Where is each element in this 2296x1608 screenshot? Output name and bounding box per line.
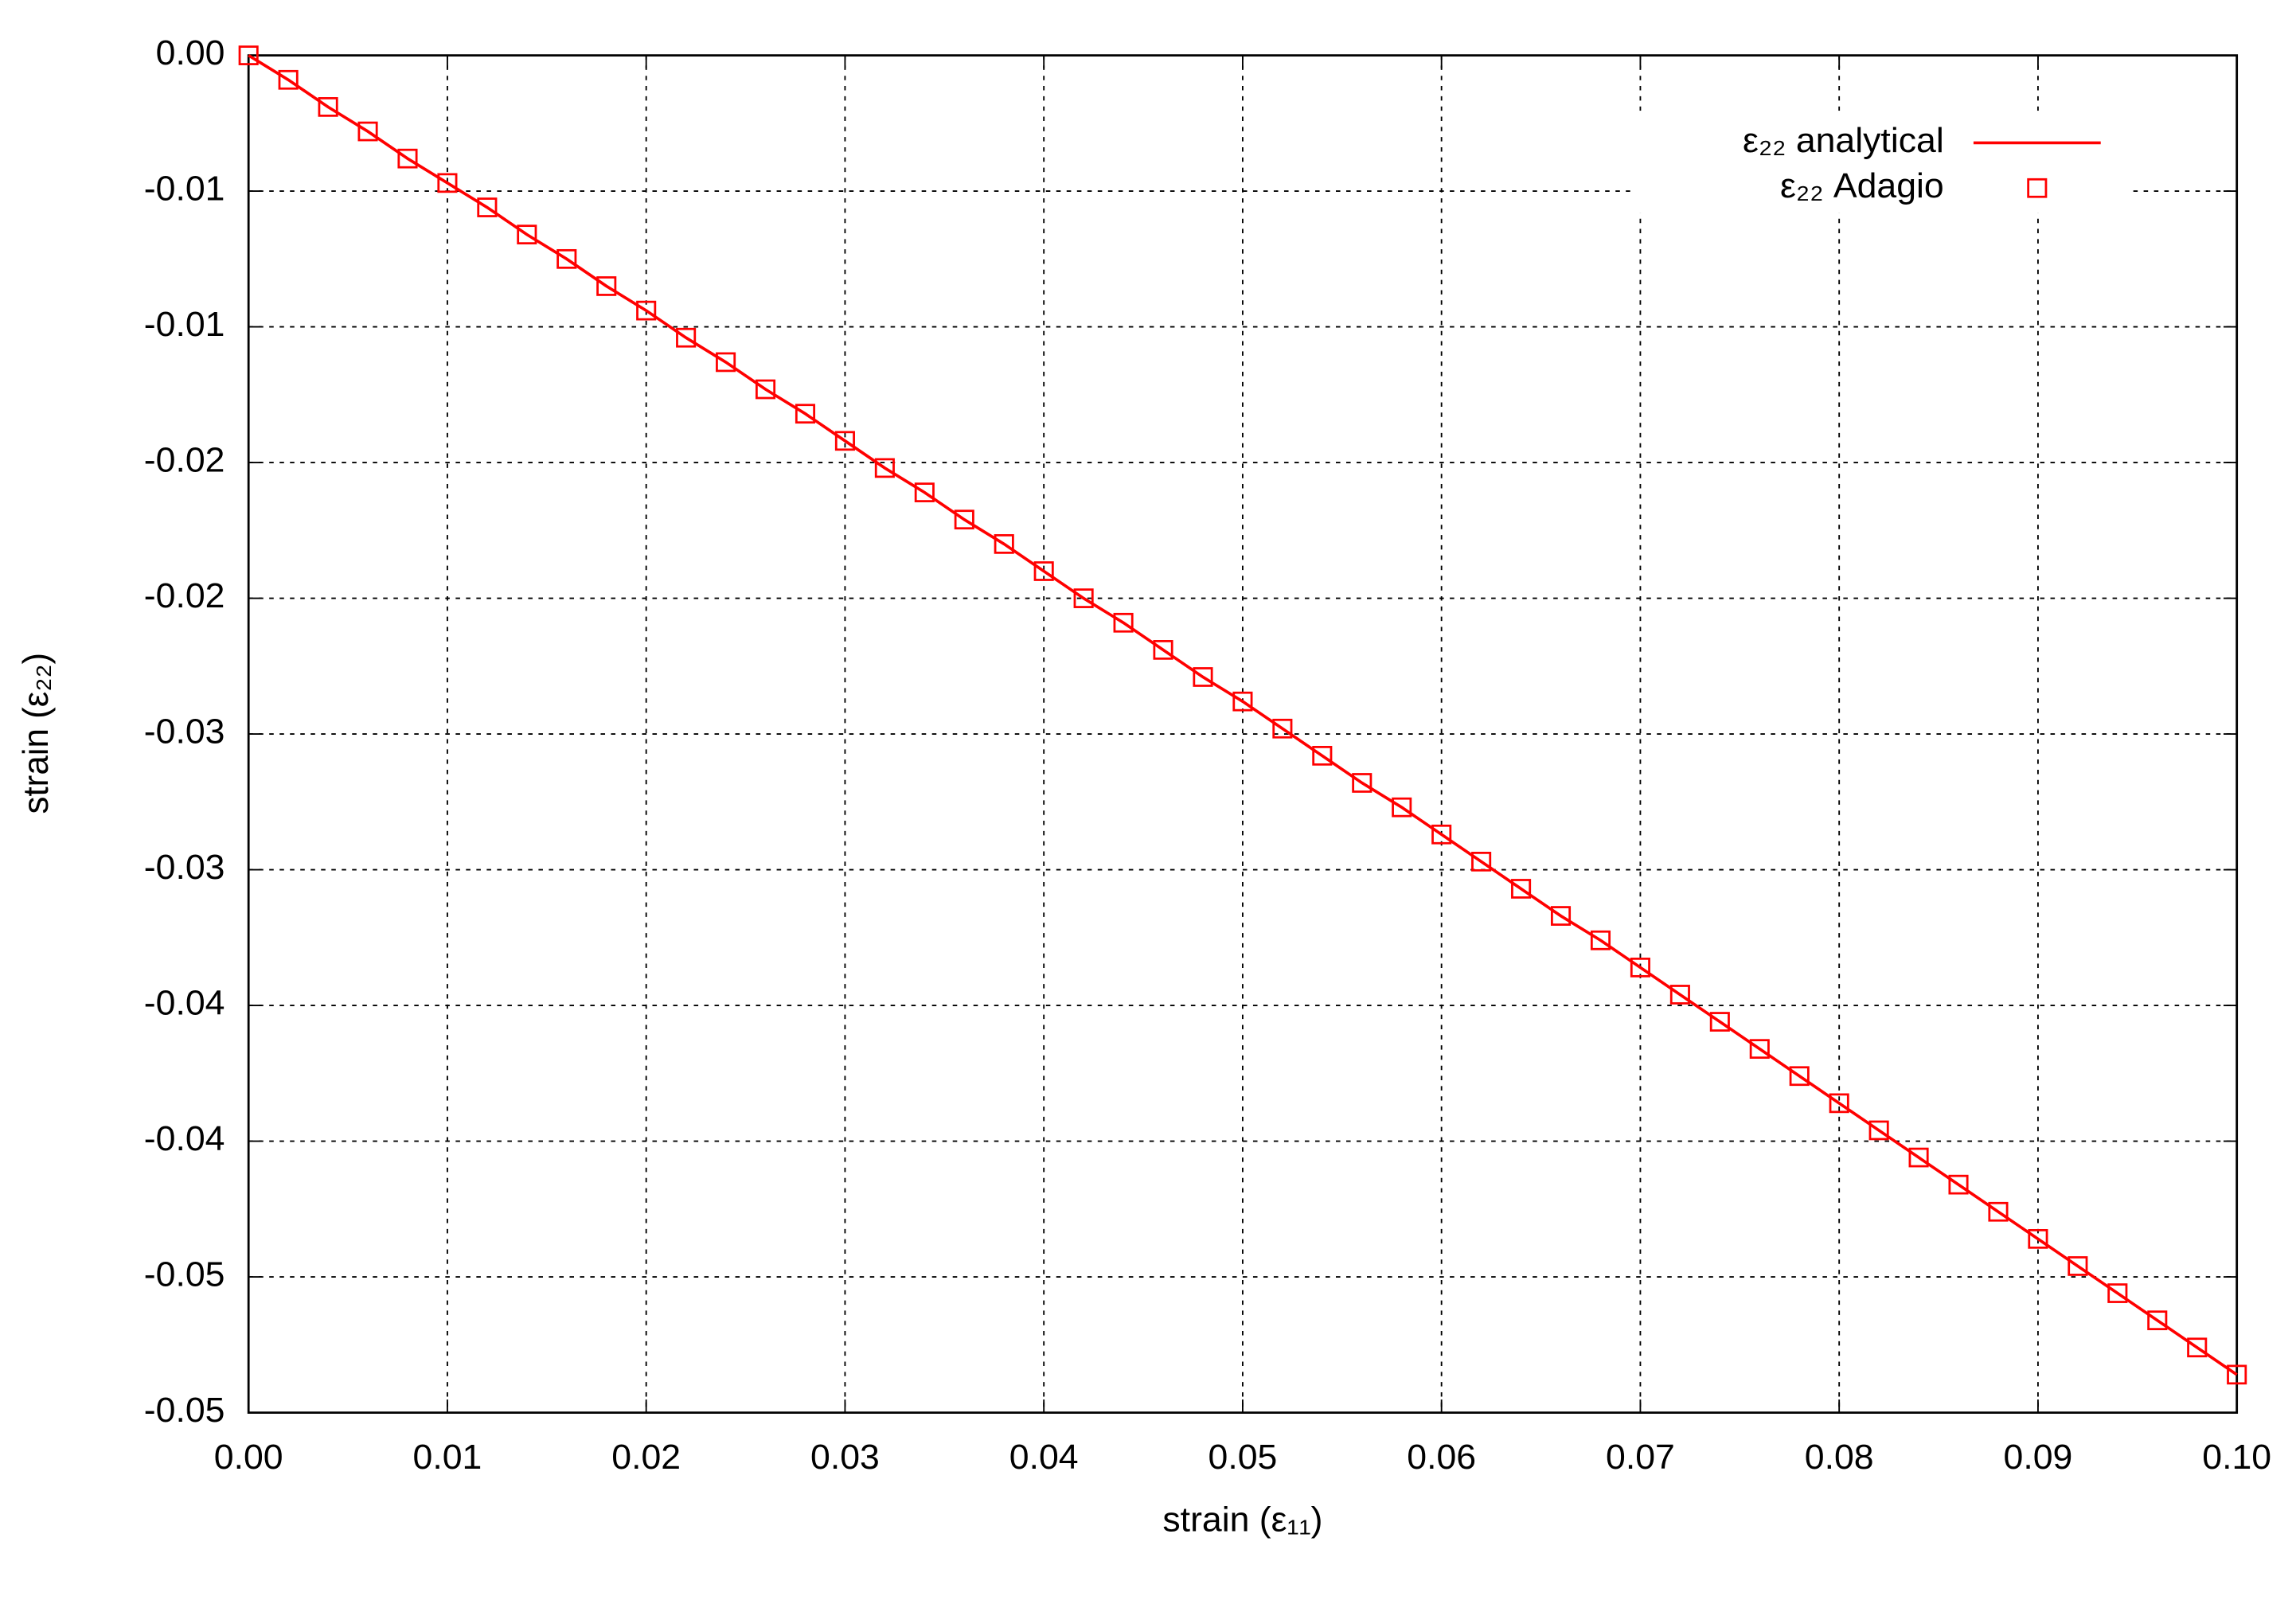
x-tick-label: 0.03 — [810, 1438, 880, 1477]
data-point — [755, 379, 776, 400]
data-point — [1431, 824, 1452, 845]
x-tick-label: 0.07 — [1606, 1438, 1675, 1477]
data-point — [1113, 612, 1134, 633]
data-point — [834, 431, 855, 451]
data-point — [1988, 1201, 2009, 1222]
data-point — [1789, 1066, 1810, 1087]
data-point — [2147, 1310, 2168, 1331]
data-point — [1829, 1093, 1849, 1114]
data-point — [1153, 640, 1173, 660]
data-point — [1868, 1120, 1889, 1141]
data-point — [914, 482, 935, 502]
data-point — [2107, 1283, 2128, 1303]
y-tick-label: -0.04 — [144, 1119, 225, 1158]
data-point — [2028, 1228, 2048, 1249]
data-point — [2068, 1256, 2088, 1276]
legend-swatch — [2027, 178, 2048, 198]
y-tick-label: -0.01 — [144, 305, 225, 344]
data-point — [357, 121, 378, 142]
y-tick-label: -0.03 — [144, 848, 225, 887]
data-point — [716, 352, 736, 373]
x-tick-label: 0.10 — [2202, 1438, 2271, 1477]
data-point — [1948, 1174, 1969, 1195]
y-tick-label: -0.01 — [144, 170, 225, 209]
legend: ε₂₂ analytical ε₂₂ Adagio — [1630, 111, 2134, 213]
data-point — [676, 327, 697, 348]
x-tick-label: 0.08 — [1805, 1438, 1874, 1477]
legend-label: ε₂₂ Adagio — [1780, 166, 1944, 205]
data-point — [1590, 930, 1611, 950]
x-tick-label: 0.00 — [214, 1438, 283, 1477]
data-point — [1511, 879, 1532, 899]
data-point — [318, 97, 338, 117]
data-point — [1312, 746, 1333, 766]
x-tick-label: 0.02 — [611, 1438, 681, 1477]
data-point — [1630, 957, 1650, 978]
data-point — [1749, 1039, 1770, 1060]
y-tick-label: -0.03 — [144, 712, 225, 751]
y-tick-label: 0.00 — [156, 33, 225, 72]
data-point — [556, 248, 577, 269]
data-point — [1669, 985, 1690, 1005]
plot-frame — [247, 54, 2239, 1414]
y-axis-label: strain (ε₂₂) — [17, 653, 56, 814]
data-point — [2227, 1364, 2247, 1385]
data-point — [437, 173, 458, 193]
data-point — [1471, 852, 1492, 872]
data-point — [517, 224, 537, 245]
data-point — [1352, 773, 1373, 793]
data-point — [596, 276, 617, 296]
y-tick-label: -0.04 — [144, 984, 225, 1023]
y-tick-label: -0.05 — [144, 1255, 225, 1294]
x-tick-label: 0.01 — [413, 1438, 482, 1477]
data-point — [874, 458, 895, 478]
data-point — [2187, 1337, 2208, 1358]
data-point — [1272, 718, 1293, 739]
data-point — [1392, 797, 1412, 818]
data-point — [1033, 561, 1054, 581]
data-point — [1073, 588, 1094, 608]
data-point — [994, 534, 1014, 554]
data-point — [1232, 691, 1253, 712]
series-line — [248, 54, 2238, 1376]
data-point — [954, 509, 974, 530]
data-point — [636, 300, 657, 321]
y-tick-label: -0.02 — [144, 441, 225, 480]
x-axis-label: strain (ε₁₁) — [1162, 1501, 1322, 1540]
data-point — [795, 404, 816, 424]
x-tick-label: 0.05 — [1209, 1438, 1278, 1477]
legend-box — [1630, 111, 2134, 213]
data-point — [238, 45, 259, 65]
data-point — [477, 197, 498, 217]
y-tick-label: -0.02 — [144, 576, 225, 615]
data-point — [1709, 1012, 1730, 1032]
data-point — [278, 69, 299, 90]
data-point — [1908, 1147, 1929, 1168]
data-point — [1193, 667, 1213, 687]
legend-label: ε₂₂ analytical — [1743, 121, 1944, 160]
x-tick-label: 0.04 — [1009, 1438, 1079, 1477]
data-point — [397, 148, 418, 169]
y-tick-label: -0.05 — [144, 1391, 225, 1430]
x-tick-label: 0.09 — [2004, 1438, 2073, 1477]
x-tick-label: 0.06 — [1407, 1438, 1476, 1477]
data-point — [1550, 906, 1572, 926]
